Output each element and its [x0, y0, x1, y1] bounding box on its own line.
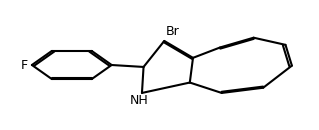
Text: NH: NH [130, 94, 148, 107]
Text: Br: Br [166, 25, 180, 38]
Text: F: F [21, 58, 28, 72]
